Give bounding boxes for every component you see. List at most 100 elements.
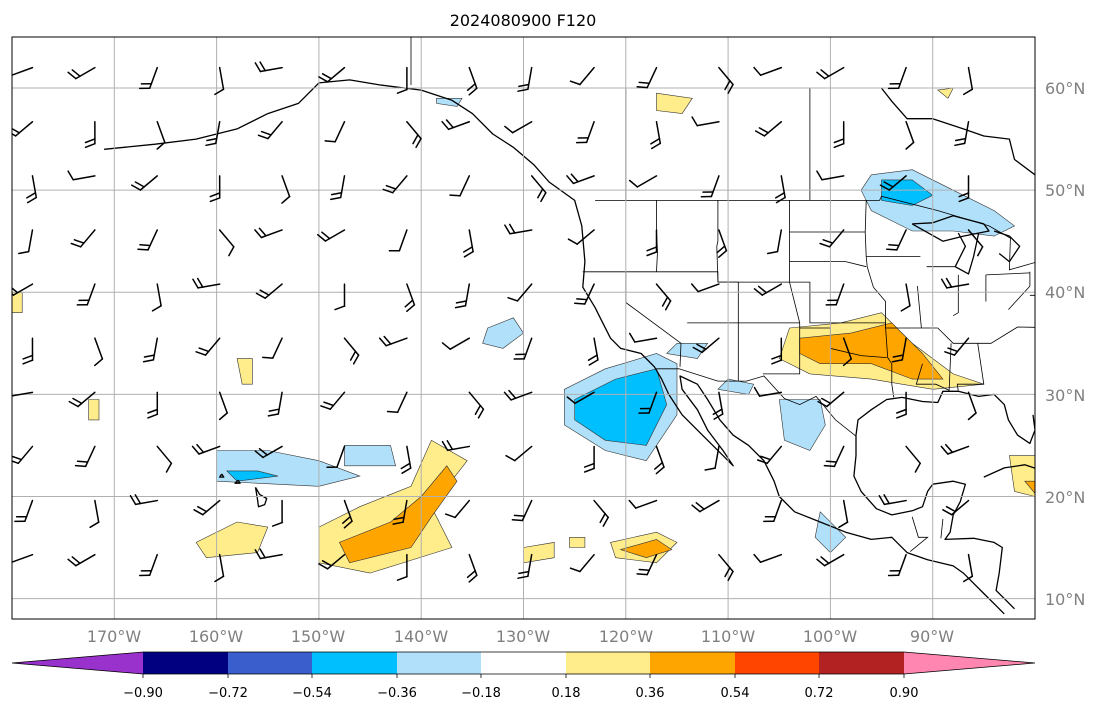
border-line (655, 368, 857, 437)
colorbar-extend-max (904, 652, 1035, 674)
wind-barb (900, 283, 911, 312)
wind-barb (753, 66, 783, 76)
wind-barb (318, 553, 346, 570)
wind-barb (517, 553, 533, 579)
lat-label: 50°N (1045, 181, 1085, 200)
wind-barb (26, 175, 38, 204)
wind-barb (156, 120, 166, 150)
border-line (956, 343, 985, 392)
wind-barb (68, 391, 96, 408)
colorbar-tick-label: −0.90 (123, 686, 163, 701)
coastline (880, 87, 1035, 176)
wind-barb (566, 173, 595, 185)
anomaly-region (236, 358, 253, 385)
wind-barb (130, 175, 159, 191)
colorbar-tick-label: 0.72 (805, 686, 834, 701)
coastline (954, 232, 980, 275)
wind-barb (195, 337, 221, 356)
map-area (12, 37, 1035, 619)
wind-barb (400, 445, 412, 474)
wind-barb (441, 119, 471, 131)
wind-barb (12, 391, 34, 397)
wind-barb (74, 445, 96, 468)
wind-barb (753, 553, 783, 563)
wind-barb (569, 66, 595, 86)
anomaly-region (482, 317, 524, 349)
wind-barb (567, 229, 595, 245)
wind-barb (507, 283, 533, 302)
wind-barb (905, 445, 921, 473)
wind-barb (76, 283, 96, 306)
wind-barb (753, 386, 783, 397)
wind-barb (593, 499, 609, 527)
wind-barb (193, 499, 221, 516)
anomaly-region (666, 342, 709, 359)
colorbar-tick-label: −0.72 (208, 686, 248, 701)
wind-barbs (12, 61, 984, 583)
lon-label: 170°W (87, 627, 142, 646)
colorbar-labels: −0.90 −0.72 −0.54 −0.36 −0.18 0.18 0.36 … (123, 686, 918, 701)
lon-label: 150°W (291, 627, 346, 646)
wind-barb (504, 120, 533, 134)
border-line (917, 286, 922, 329)
lat-label: 60°N (1045, 79, 1085, 98)
lon-label: 160°W (189, 627, 244, 646)
wind-barb (942, 499, 970, 516)
wind-barb (343, 337, 360, 365)
wind-barb (271, 499, 283, 527)
border-line (716, 200, 739, 382)
wind-barb (406, 120, 422, 149)
wind-barb (214, 66, 225, 96)
border-line (909, 516, 929, 552)
border-line (952, 274, 959, 317)
wind-barb (67, 553, 96, 567)
map-title: 2024080900 F120 (450, 11, 597, 30)
colorbar-tick-label: 0.18 (552, 686, 581, 701)
wind-barb (466, 553, 478, 583)
coastline (219, 473, 225, 478)
lon-label: 140°W (394, 627, 449, 646)
wind-barb (823, 445, 845, 468)
wind-barb (574, 283, 595, 305)
anomaly-region (574, 368, 668, 446)
coastline (983, 464, 1035, 478)
anomaly-region (619, 539, 673, 559)
border-line (595, 195, 1035, 271)
wind-barb (281, 175, 291, 204)
wind-barb (138, 553, 159, 577)
border-line (948, 343, 952, 392)
border-line (937, 326, 1035, 344)
wind-barb (566, 391, 595, 405)
wind-barb (142, 337, 159, 363)
wind-barb (638, 391, 658, 414)
colorbar-tick-label: 0.36 (636, 686, 665, 701)
wind-barb (12, 66, 34, 76)
coastline (104, 79, 1005, 615)
wind-barb (404, 283, 416, 313)
border-line (1008, 271, 1031, 310)
wind-barb (137, 229, 159, 251)
wind-barb (205, 120, 221, 147)
coastline (234, 479, 241, 484)
wind-barb (320, 391, 346, 410)
wind-barb (257, 120, 283, 140)
lon-label: 100°W (803, 627, 858, 646)
wind-barb (628, 175, 658, 188)
wind-barb (504, 223, 533, 235)
anomaly-region (226, 470, 279, 482)
wind-barb (12, 553, 34, 563)
wind-barb (318, 66, 346, 83)
wind-barb (636, 553, 658, 576)
wind-barb (940, 443, 970, 455)
wind-barb (192, 277, 221, 289)
wind-barb (209, 175, 221, 203)
wind-barb (940, 277, 970, 289)
wind-barb (388, 229, 408, 252)
wind-barb (511, 499, 533, 522)
wind-barb (842, 337, 852, 367)
wind-barb (84, 120, 96, 149)
wind-barb (505, 445, 533, 462)
wind-barb (756, 445, 783, 465)
wind-barb (905, 120, 915, 150)
wind-barb (583, 445, 595, 473)
